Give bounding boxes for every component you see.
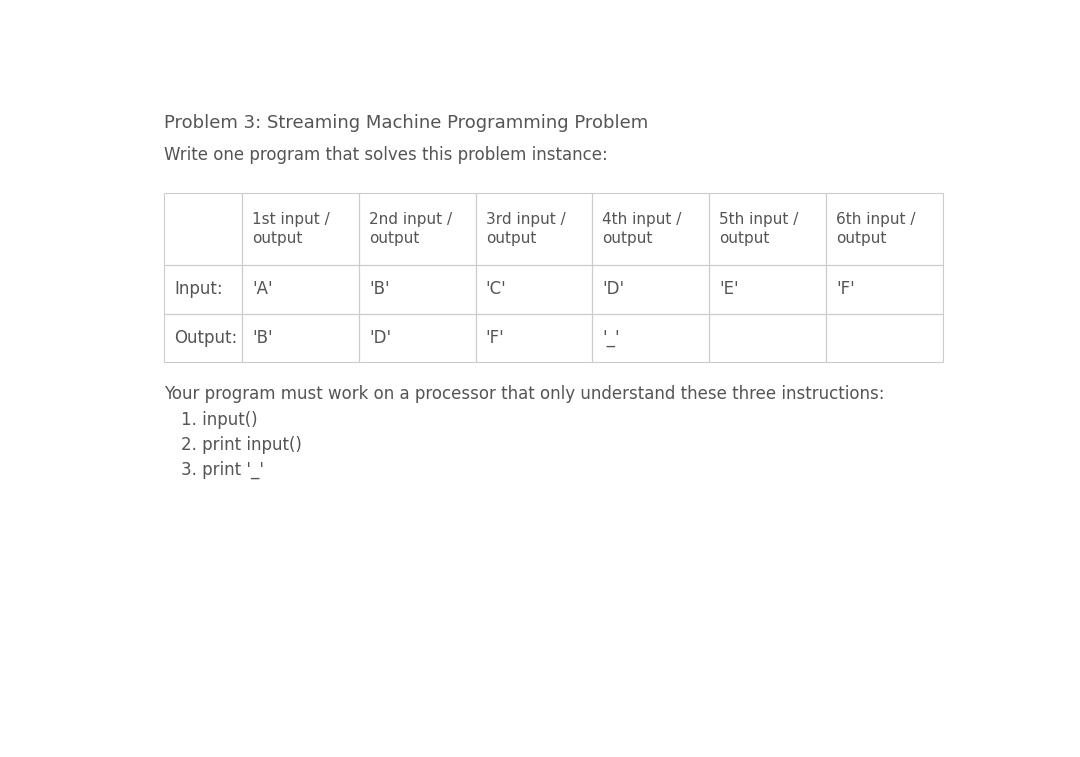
Text: 2nd input /
output: 2nd input / output — [369, 212, 453, 247]
Bar — [359, 193, 475, 265]
Bar — [164, 265, 242, 313]
Text: 1st input /
output: 1st input / output — [253, 212, 329, 247]
Bar — [593, 193, 710, 265]
Text: 2. print input(): 2. print input() — [181, 436, 302, 454]
Text: 'F': 'F' — [836, 280, 854, 298]
Text: 'E': 'E' — [719, 280, 739, 298]
Bar — [826, 265, 943, 313]
Text: 5th input /
output: 5th input / output — [719, 212, 798, 247]
Bar — [593, 313, 710, 362]
Text: 'C': 'C' — [486, 280, 507, 298]
Text: 4th input /
output: 4th input / output — [603, 212, 681, 247]
Bar — [826, 313, 943, 362]
Text: 3rd input /
output: 3rd input / output — [486, 212, 566, 247]
Text: 'D': 'D' — [369, 329, 391, 347]
Text: 1. input(): 1. input() — [181, 412, 258, 429]
Bar — [475, 193, 593, 265]
Bar — [359, 265, 475, 313]
Text: 3. print '_': 3. print '_' — [181, 460, 264, 478]
Bar — [164, 193, 242, 265]
Text: Input:: Input: — [174, 280, 222, 298]
Text: Problem 3: Streaming Machine Programming Problem: Problem 3: Streaming Machine Programming… — [164, 114, 649, 132]
Bar — [710, 193, 826, 265]
Bar — [242, 265, 359, 313]
Bar — [593, 265, 710, 313]
Bar — [710, 313, 826, 362]
Bar — [164, 193, 943, 362]
Bar — [826, 193, 943, 265]
Text: 6th input /
output: 6th input / output — [836, 212, 916, 247]
Bar — [359, 313, 475, 362]
Text: 'F': 'F' — [486, 329, 504, 347]
Bar — [242, 193, 359, 265]
Text: Your program must work on a processor that only understand these three instructi: Your program must work on a processor th… — [164, 385, 885, 403]
Bar — [164, 313, 242, 362]
Bar — [242, 313, 359, 362]
Text: 'D': 'D' — [603, 280, 624, 298]
Text: 'B': 'B' — [369, 280, 390, 298]
Bar — [475, 265, 593, 313]
Text: Write one program that solves this problem instance:: Write one program that solves this probl… — [164, 146, 608, 164]
Text: '_': '_' — [603, 329, 620, 347]
Text: Output:: Output: — [174, 329, 238, 347]
Bar — [710, 265, 826, 313]
Text: 'A': 'A' — [253, 280, 273, 298]
Bar — [475, 313, 593, 362]
Text: 'B': 'B' — [253, 329, 273, 347]
